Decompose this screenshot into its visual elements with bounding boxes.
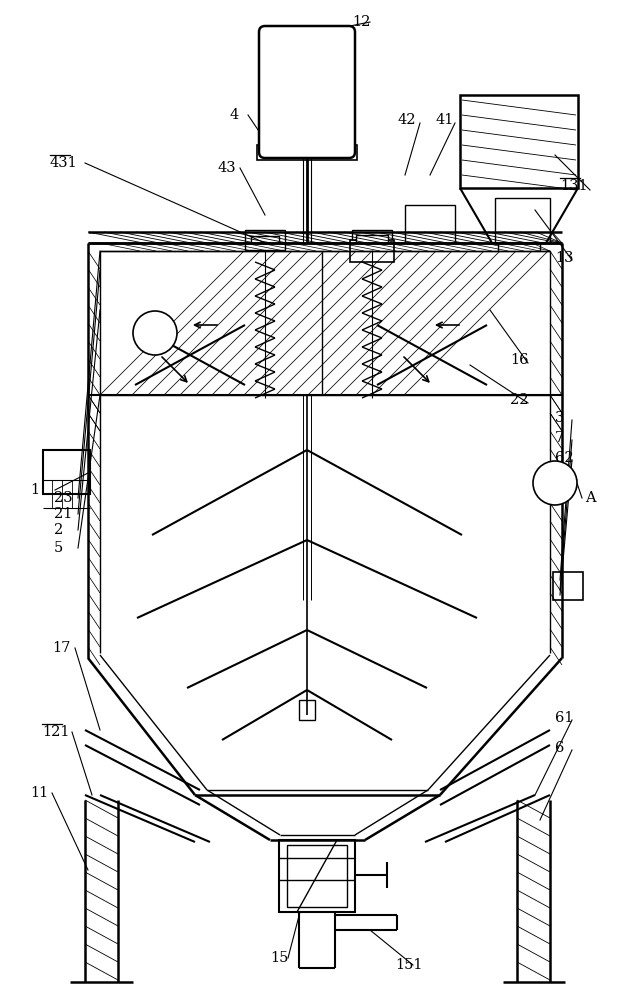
Bar xyxy=(245,230,285,250)
Text: 42: 42 xyxy=(398,113,417,127)
Text: 43: 43 xyxy=(218,161,237,175)
Bar xyxy=(287,845,347,907)
Text: 121: 121 xyxy=(42,725,70,739)
Text: 7: 7 xyxy=(555,431,564,445)
Text: 62: 62 xyxy=(555,451,573,465)
Circle shape xyxy=(533,461,577,505)
Bar xyxy=(460,95,578,188)
Text: 1: 1 xyxy=(30,483,39,497)
Text: 21: 21 xyxy=(54,507,72,521)
Text: 2: 2 xyxy=(54,523,63,537)
Bar xyxy=(350,240,394,262)
Bar xyxy=(43,450,90,494)
Text: 17: 17 xyxy=(52,641,70,655)
Text: 4: 4 xyxy=(230,108,239,122)
Bar xyxy=(495,198,550,243)
Text: 11: 11 xyxy=(30,786,48,800)
Text: 61: 61 xyxy=(555,711,573,725)
Text: 12: 12 xyxy=(352,15,371,29)
Text: 6: 6 xyxy=(555,741,564,755)
Text: A: A xyxy=(585,491,596,505)
Bar xyxy=(352,230,392,250)
Circle shape xyxy=(133,311,177,355)
Text: 5: 5 xyxy=(54,541,63,555)
Text: 22: 22 xyxy=(510,393,529,407)
Bar xyxy=(251,236,279,243)
Bar xyxy=(405,205,455,243)
Bar xyxy=(257,145,357,160)
Text: 41: 41 xyxy=(435,113,453,127)
Text: 431: 431 xyxy=(50,156,77,170)
Text: 13: 13 xyxy=(555,251,573,265)
Bar xyxy=(358,236,386,243)
Text: 23: 23 xyxy=(54,491,72,505)
Text: 131: 131 xyxy=(560,179,588,193)
Text: B: B xyxy=(143,333,154,347)
Bar xyxy=(356,235,388,243)
Text: 3: 3 xyxy=(555,411,564,425)
Bar xyxy=(279,840,355,912)
Bar xyxy=(299,700,315,720)
Text: 15: 15 xyxy=(270,951,289,965)
Text: 16: 16 xyxy=(510,353,529,367)
Bar xyxy=(553,572,583,600)
FancyBboxPatch shape xyxy=(259,26,355,158)
Text: 151: 151 xyxy=(395,958,422,972)
